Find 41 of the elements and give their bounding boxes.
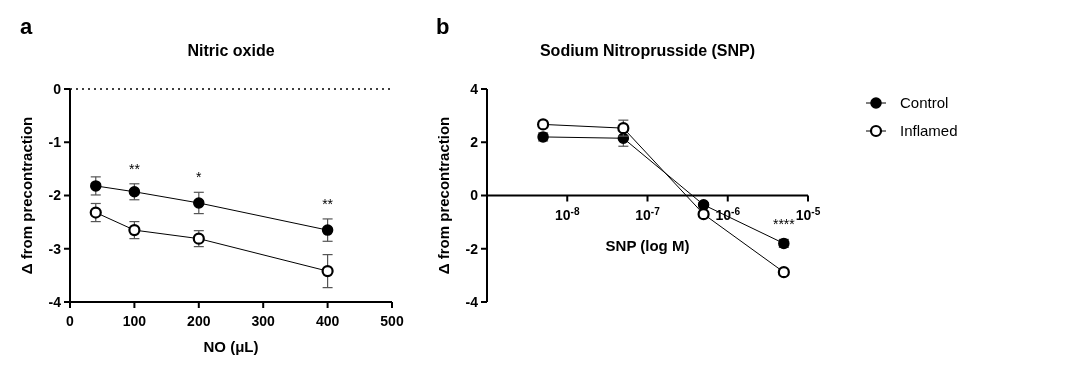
y-tick-label: -2 [465, 240, 479, 257]
point [777, 266, 790, 279]
point [321, 224, 334, 236]
x-axis-title: SNP (log M) [605, 236, 690, 254]
point [321, 265, 334, 278]
x-tick-label: 300 [251, 313, 276, 329]
x-tick-label: 0 [66, 313, 75, 329]
text: a [20, 14, 33, 39]
y-axis-title: Δ from precontraction [435, 116, 452, 275]
legend-label: Control [900, 94, 949, 112]
y-tick-label: -3 [48, 240, 62, 257]
x-tick-label: 10$^{-7}$ [635, 205, 661, 223]
y-tick-label: -4 [48, 293, 62, 310]
point [89, 206, 102, 219]
text: b [436, 14, 450, 39]
annotation: * [196, 169, 203, 186]
point [193, 197, 205, 209]
y-tick-label: -4 [465, 293, 479, 310]
y-tick-label: 4 [470, 80, 479, 97]
annotation: **** [772, 216, 796, 233]
x-tick-label: 500 [380, 313, 404, 329]
x-tick-label: 10$^{-5}$ [795, 205, 821, 223]
y-tick-label: -1 [48, 134, 62, 151]
point [128, 224, 141, 237]
y-tick-label: -2 [48, 187, 62, 204]
chart-title: Nitric oxide [187, 42, 275, 59]
chart-title: Sodium Nitroprusside (SNP) [539, 42, 756, 59]
x-tick-label: 400 [315, 313, 340, 329]
point [697, 208, 710, 221]
annotation: ** [322, 195, 334, 212]
y-axis-title: Δ from precontraction [18, 116, 35, 275]
y-tick-label: 2 [470, 134, 479, 151]
annotation: ** [128, 160, 141, 177]
x-axis-title: NO (μL) [203, 338, 259, 355]
x-tick-label: 100 [122, 313, 147, 329]
point [90, 180, 102, 192]
x-tick-label: 200 [187, 313, 211, 329]
legend-label: Inflamed [900, 122, 958, 140]
y-tick-label: 0 [470, 187, 479, 204]
y-tick-label: 0 [53, 80, 62, 97]
x-tick-label: 10$^{-8}$ [554, 205, 580, 223]
